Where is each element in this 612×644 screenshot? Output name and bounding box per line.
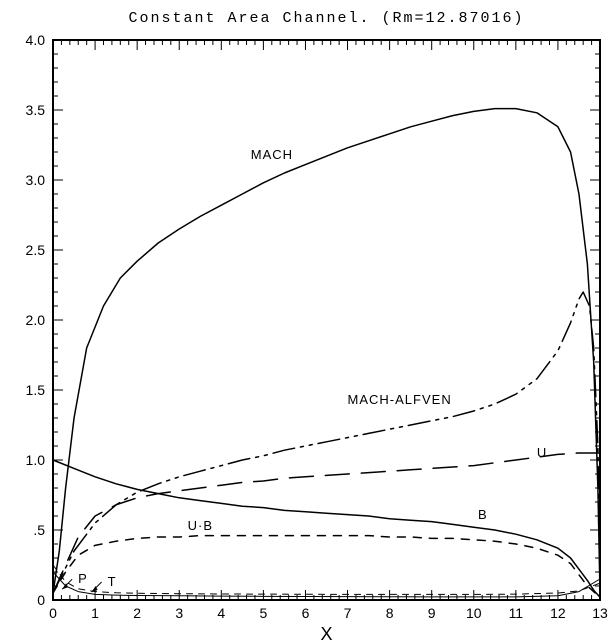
xtick-label: 0 [49, 605, 57, 621]
series-label-mach: MACH [251, 147, 293, 162]
series-label-b: B [478, 507, 488, 522]
series-label-ub: U·B [188, 518, 213, 533]
ytick-label: 1.0 [26, 452, 46, 468]
series-label-t: T [108, 574, 117, 589]
ytick-label: 4.0 [26, 32, 46, 48]
x-axis-label: X [320, 624, 332, 644]
ytick-label: 3.0 [26, 172, 46, 188]
chart-bg [0, 0, 612, 644]
ytick-label: 2.5 [26, 242, 46, 258]
xtick-label: 2 [133, 605, 141, 621]
xtick-label: 5 [259, 605, 267, 621]
ytick-label: 0 [37, 592, 45, 608]
ytick-label: 2.0 [26, 312, 46, 328]
series-label-u: U [537, 445, 547, 460]
xtick-label: 3 [175, 605, 183, 621]
xtick-label: 11 [509, 605, 524, 621]
series-label-p: P [78, 571, 88, 586]
xtick-label: 6 [302, 605, 310, 621]
xtick-label: 7 [344, 605, 352, 621]
xtick-label: 9 [428, 605, 436, 621]
ytick-label: .5 [33, 522, 45, 538]
xtick-label: 1 [91, 605, 99, 621]
series-label-mach_alfven: MACH-ALFVEN [348, 392, 452, 407]
ytick-label: 3.5 [26, 102, 46, 118]
xtick-label: 8 [386, 605, 394, 621]
xtick-label: 12 [550, 605, 566, 621]
chart: 0123456789101112130.51.01.52.02.53.03.54… [0, 0, 612, 644]
chart-title: Constant Area Channel. (Rm=12.87016) [128, 10, 524, 27]
xtick-label: 13 [592, 605, 608, 621]
ytick-label: 1.5 [26, 382, 46, 398]
xtick-label: 4 [217, 605, 225, 621]
xtick-label: 10 [466, 605, 482, 621]
